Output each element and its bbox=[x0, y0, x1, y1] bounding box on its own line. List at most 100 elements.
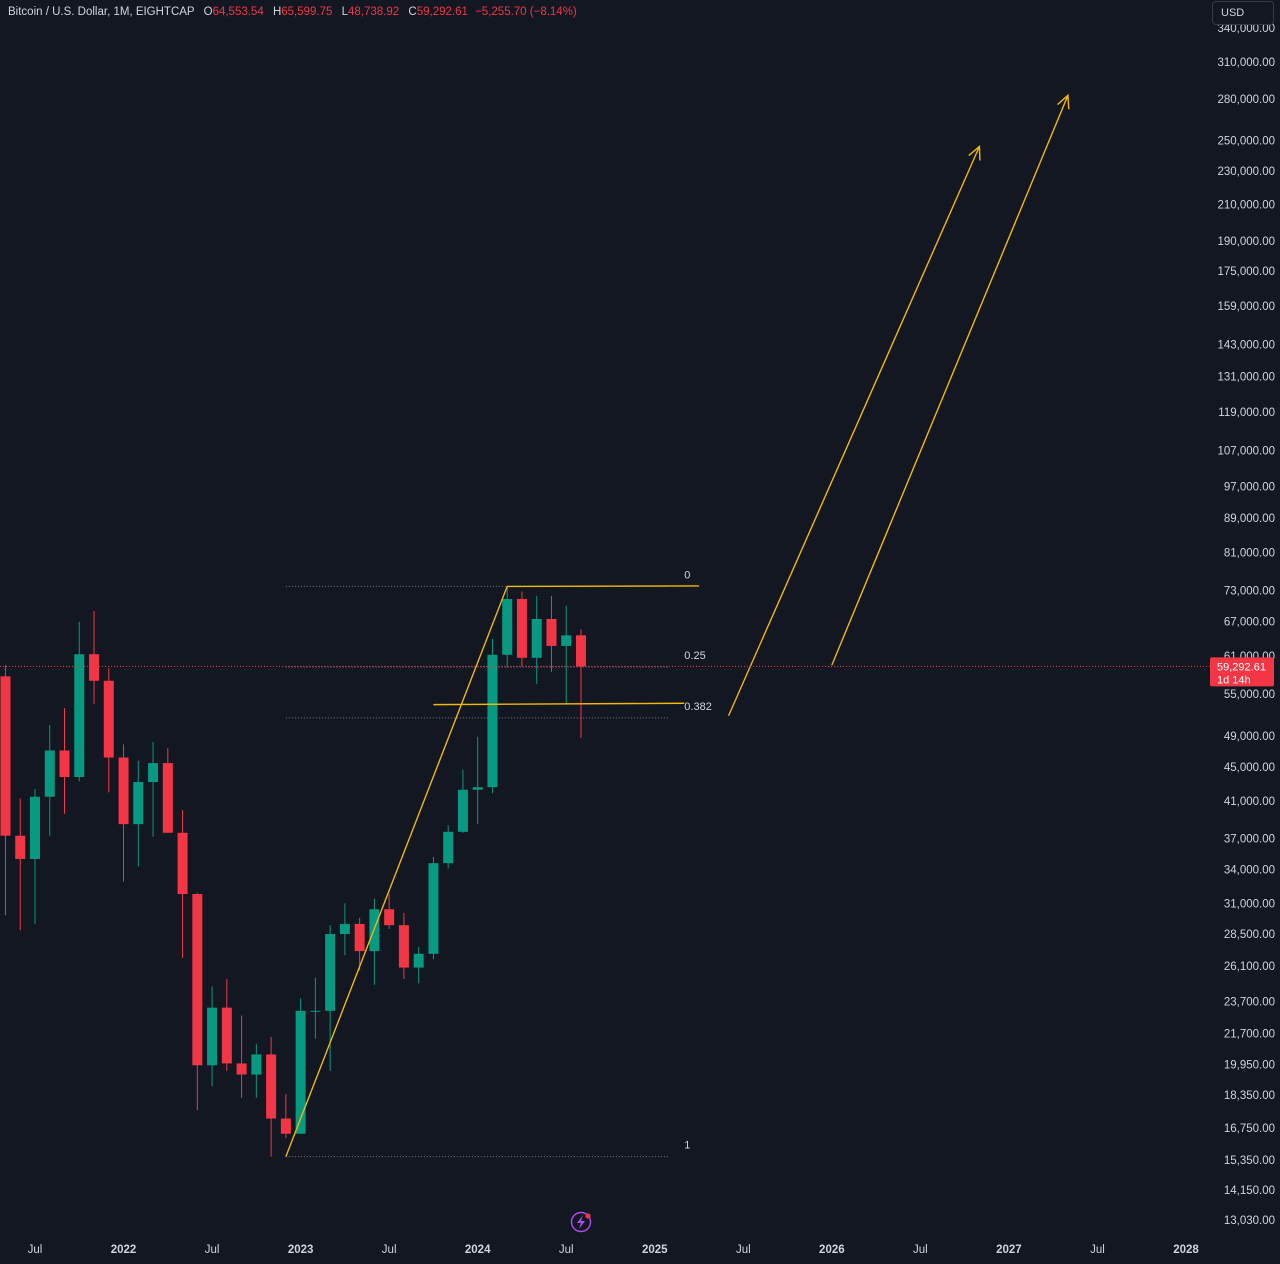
candle-body bbox=[487, 654, 498, 788]
candle-body bbox=[516, 598, 527, 658]
candle-body bbox=[384, 909, 395, 926]
candle-body bbox=[398, 925, 409, 968]
x-tick-label: Jul bbox=[1090, 1244, 1105, 1256]
low-label: L bbox=[341, 6, 349, 18]
y-tick-label: 31,000.00 bbox=[1224, 898, 1275, 910]
y-tick-label: 89,000.00 bbox=[1224, 513, 1275, 525]
y-tick-label: 28,500.00 bbox=[1224, 929, 1275, 941]
fib-level-label: 0.382 bbox=[684, 701, 712, 713]
y-tick-label: 250,000.00 bbox=[1217, 136, 1275, 148]
y-tick-label: 230,000.00 bbox=[1217, 166, 1275, 178]
symbol-legend: Bitcoin / U.S. Dollar, 1M, EIGHTCAP O64,… bbox=[8, 6, 577, 18]
fib-retracement[interactable]: 0 0.25 0.382 1 bbox=[285, 569, 712, 1158]
trend-line[interactable] bbox=[285, 585, 700, 1157]
x-tick-label: Jul bbox=[382, 1244, 397, 1256]
candle-body bbox=[177, 832, 188, 895]
candle-body bbox=[74, 654, 85, 778]
change-value: −5,255.70 (−8.14%) bbox=[475, 6, 577, 18]
y-tick-label: 14,150.00 bbox=[1224, 1185, 1275, 1197]
last-price-tag: 59,292.61 1d 14h bbox=[1210, 657, 1274, 687]
candle-body bbox=[502, 598, 513, 655]
x-tick-label: Jul bbox=[559, 1244, 574, 1256]
candle-body bbox=[148, 763, 159, 783]
y-tick-label: 45,000.00 bbox=[1224, 762, 1275, 774]
y-tick-label: 21,700.00 bbox=[1224, 1029, 1275, 1041]
x-tick-label: Jul bbox=[28, 1244, 43, 1256]
candle-body bbox=[192, 894, 203, 1066]
y-tick-label: 81,000.00 bbox=[1224, 547, 1275, 559]
lightning-icon[interactable] bbox=[570, 1211, 592, 1233]
candle-body bbox=[266, 1054, 277, 1119]
candle-body bbox=[561, 635, 572, 646]
currency-button[interactable]: USD bbox=[1212, 1, 1274, 25]
y-tick-label: 34,000.00 bbox=[1224, 865, 1275, 877]
candle-body bbox=[443, 831, 454, 864]
y-tick-label: 19,950.00 bbox=[1224, 1059, 1275, 1071]
candle-body bbox=[221, 1007, 232, 1064]
high-label: H bbox=[272, 6, 282, 18]
candle-body bbox=[531, 618, 542, 658]
x-tick-label: 2022 bbox=[111, 1244, 137, 1256]
candle-body bbox=[133, 782, 144, 825]
candle-body bbox=[103, 680, 114, 758]
x-tick-label: 2025 bbox=[642, 1244, 668, 1256]
y-tick-label: 340,000.00 bbox=[1217, 23, 1275, 35]
candle-body bbox=[413, 953, 424, 968]
trend-drawings[interactable] bbox=[285, 93, 1070, 1157]
y-tick-label: 37,000.00 bbox=[1224, 834, 1275, 846]
candle-body bbox=[118, 757, 129, 825]
y-tick-label: 143,000.00 bbox=[1217, 340, 1275, 352]
open-label: O bbox=[203, 6, 213, 18]
y-tick-label: 280,000.00 bbox=[1217, 94, 1275, 106]
y-tick-label: 97,000.00 bbox=[1224, 482, 1275, 494]
candlestick-series bbox=[0, 586, 586, 1157]
candle-body bbox=[236, 1063, 247, 1075]
candle-body bbox=[44, 750, 55, 797]
y-tick-label: 15,350.00 bbox=[1224, 1155, 1275, 1167]
y-tick-label: 190,000.00 bbox=[1217, 236, 1275, 248]
y-tick-label: 310,000.00 bbox=[1217, 57, 1275, 69]
trend-arrow[interactable] bbox=[727, 146, 981, 717]
y-tick-label: 18,350.00 bbox=[1224, 1090, 1275, 1102]
arrow-head bbox=[968, 145, 981, 161]
candle-body bbox=[339, 923, 350, 935]
candle-body bbox=[162, 763, 173, 833]
close-value: 59,292.61 bbox=[416, 6, 468, 18]
candle-body bbox=[59, 750, 70, 778]
candle-body bbox=[354, 923, 365, 952]
candle-body bbox=[280, 1118, 291, 1134]
candle-body bbox=[251, 1054, 262, 1075]
arrow-head bbox=[1057, 93, 1070, 110]
last-price-value: 59,292.61 bbox=[1217, 661, 1266, 673]
trend-line[interactable] bbox=[433, 702, 685, 706]
candle-body bbox=[428, 863, 439, 954]
y-tick-label: 210,000.00 bbox=[1217, 199, 1275, 211]
x-tick-label: 2028 bbox=[1173, 1244, 1199, 1256]
fib-level-label: 0.25 bbox=[684, 650, 705, 662]
price-axis[interactable]: 340,000.00 310,000.00 280,000.00 250,000.00… bbox=[1217, 23, 1275, 1227]
x-tick-label: 2026 bbox=[819, 1244, 845, 1256]
y-tick-label: 41,000.00 bbox=[1224, 796, 1275, 808]
y-tick-label: 55,000.00 bbox=[1224, 689, 1275, 701]
y-tick-label: 26,100.00 bbox=[1224, 961, 1275, 973]
last-price-tag-bg bbox=[1210, 657, 1274, 687]
y-tick-label: 13,030.00 bbox=[1224, 1215, 1275, 1227]
y-tick-label: 159,000.00 bbox=[1217, 301, 1275, 313]
x-tick-label: 2023 bbox=[288, 1244, 314, 1256]
candle-body bbox=[295, 1010, 306, 1134]
candle-body bbox=[472, 787, 483, 790]
candle-body bbox=[0, 676, 11, 836]
y-tick-label: 16,750.00 bbox=[1224, 1123, 1275, 1135]
fib-level-label: 1 bbox=[684, 1140, 690, 1152]
x-tick-label: Jul bbox=[736, 1244, 751, 1256]
candle-body bbox=[310, 1010, 321, 1012]
open-value: 64,553.54 bbox=[212, 6, 264, 18]
trend-arrow[interactable] bbox=[831, 95, 1069, 666]
y-tick-label: 67,000.00 bbox=[1224, 617, 1275, 629]
low-value: 48,738.92 bbox=[348, 6, 400, 18]
close-label: C bbox=[408, 6, 417, 18]
time-axis[interactable]: Jul 2022 Jul 2023 Jul 2024 Jul 2025 Jul 2026 Jul 20… bbox=[28, 1244, 1200, 1256]
y-tick-label: 175,000.00 bbox=[1217, 266, 1275, 278]
high-value: 65,599.75 bbox=[281, 6, 333, 18]
